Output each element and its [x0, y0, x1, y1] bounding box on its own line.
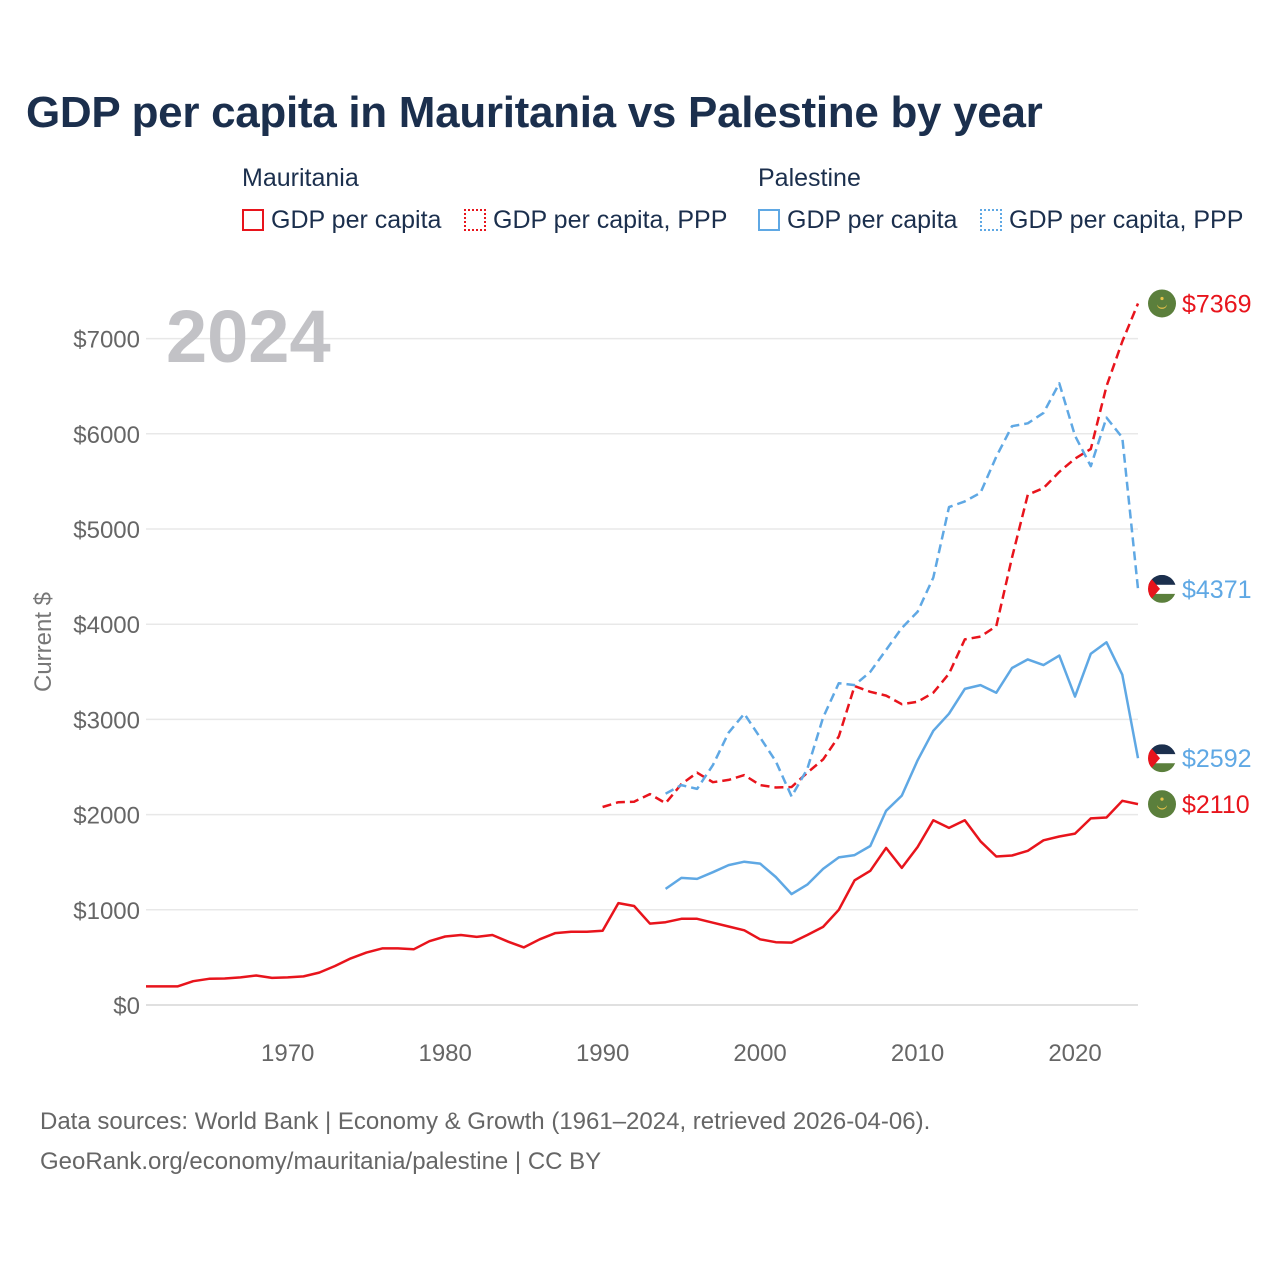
legend-item-mauritania-gdp-ppp[interactable]: GDP per capita, PPP — [464, 205, 727, 235]
series-line — [602, 303, 1140, 809]
end-value-label: $2110 — [1182, 791, 1250, 819]
y-tick-label: $7000 — [73, 327, 140, 354]
legend-label: GDP per capita, PPP — [1009, 205, 1244, 234]
end-value-label: $4371 — [1182, 576, 1252, 604]
legend-swatch-solid-red — [242, 209, 264, 231]
legend-item-palestine-gdp[interactable]: GDP per capita — [758, 205, 957, 235]
x-tick-label: 2000 — [733, 1040, 786, 1067]
legend-swatch-solid-blue — [758, 209, 780, 231]
legend-item-palestine-gdp-ppp[interactable]: GDP per capita, PPP — [980, 205, 1243, 235]
footer-sources: Data sources: World Bank | Economy & Gro… — [40, 1108, 931, 1135]
y-tick-label: $5000 — [73, 517, 140, 544]
x-tick-label: 2020 — [1048, 1040, 1101, 1067]
series-line — [664, 641, 1140, 896]
y-tick-label: $4000 — [73, 612, 140, 639]
y-axis-label: Current $ — [30, 592, 57, 692]
x-tick-label: 1970 — [261, 1040, 314, 1067]
series-lines — [146, 303, 1140, 988]
chart-title: GDP per capita in Mauritania vs Palestin… — [26, 88, 1043, 137]
y-tick-label: $0 — [113, 993, 140, 1020]
legend-label: GDP per capita — [787, 205, 958, 234]
y-tick-label: $3000 — [73, 707, 140, 734]
mauritania-flag-icon — [1148, 289, 1176, 318]
footer-credit[interactable]: GeoRank.org/economy/mauritania/palestine… — [40, 1148, 602, 1175]
end-markers: $2110 $7369 $2592 $4371 — [1148, 289, 1252, 819]
legend-label: GDP per capita — [271, 205, 442, 234]
legend-group-mauritania: Mauritania — [242, 164, 359, 192]
legend-swatch-dotted-blue — [980, 209, 1002, 231]
end-value-label: $7369 — [1182, 290, 1252, 318]
x-axis-ticks: 1970 1980 1990 2000 2010 2020 — [261, 1040, 1102, 1067]
legend-group-palestine: Palestine — [758, 164, 861, 192]
end-value-label: $2592 — [1182, 745, 1252, 773]
legend-swatch-dotted-red — [464, 209, 486, 231]
series-line — [146, 799, 1139, 988]
year-watermark: 2024 — [166, 295, 331, 378]
palestine-flag-icon — [1148, 744, 1176, 773]
mauritania-flag-icon — [1148, 790, 1176, 819]
gridlines — [146, 337, 1138, 1006]
series-line — [665, 382, 1140, 798]
palestine-flag-icon — [1148, 574, 1176, 603]
y-tick-label: $6000 — [73, 422, 140, 449]
legend-label: GDP per capita, PPP — [493, 205, 728, 234]
y-tick-label: $2000 — [73, 803, 140, 830]
y-tick-label: $1000 — [73, 898, 140, 925]
x-tick-label: 2010 — [891, 1040, 944, 1067]
x-tick-label: 1980 — [418, 1040, 471, 1067]
y-axis-ticks: $0 $1000 $2000 $3000 $4000 $5000 $6000 $7000 — [73, 327, 140, 1020]
x-tick-label: 1990 — [576, 1040, 629, 1067]
legend-item-mauritania-gdp[interactable]: GDP per capita — [242, 205, 441, 235]
